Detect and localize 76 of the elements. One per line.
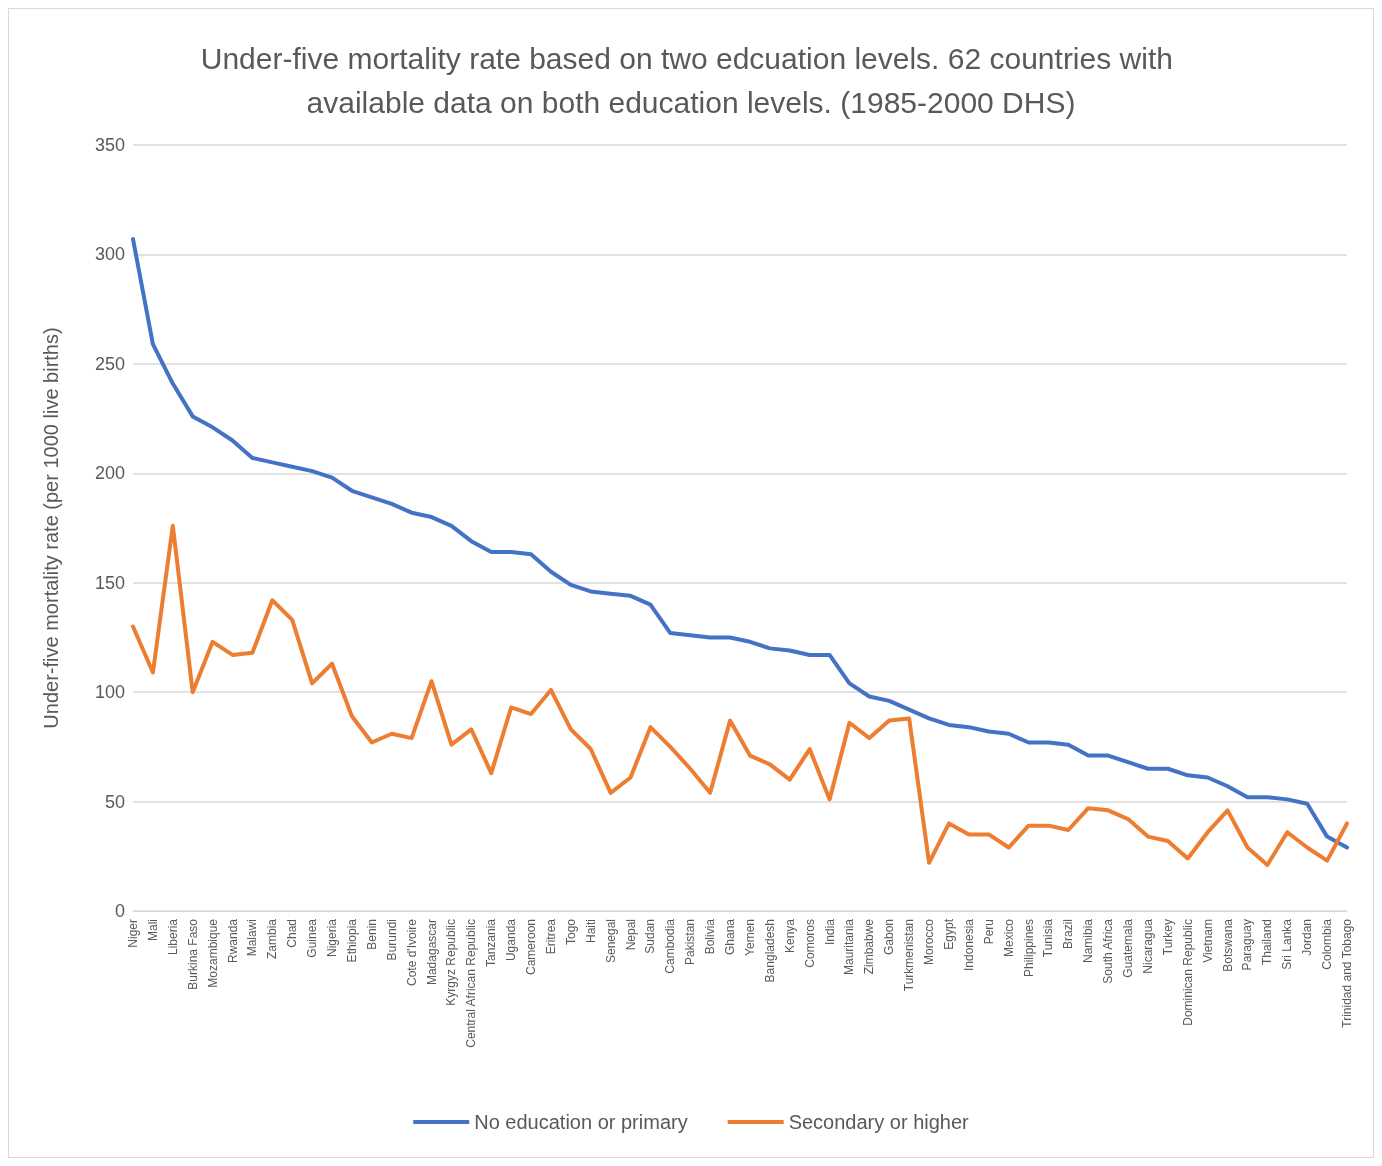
y-tick-label: 250 <box>94 353 125 374</box>
line-series <box>131 523 1349 868</box>
x-tick-label: Guinea <box>305 918 320 958</box>
chart-title: Under-five mortality rate based on two edcuation levels. 62 countries with available data on both education levels. (1985-2000 DHS) <box>200 41 1182 119</box>
x-tick-label: Eritrea <box>543 918 558 955</box>
x-tick-label: Zambia <box>265 918 280 960</box>
x-tick-label: Zimbabwe <box>862 918 877 975</box>
x-tick-label: Peru <box>981 919 996 945</box>
x-tick-label: Comoros <box>802 919 817 968</box>
x-tick-label: Egypt <box>941 918 956 950</box>
x-tick-label: Guatemala <box>1121 918 1136 978</box>
y-tick-label: 0 <box>114 901 125 921</box>
x-tick-label: Cameroon <box>524 919 539 976</box>
x-tick-label: Burkina Faso <box>185 918 200 990</box>
x-tick-label: Uganda <box>504 918 519 962</box>
x-tick-label: Yemen <box>742 919 757 956</box>
x-tick-label: Madagascar <box>424 919 439 986</box>
x-tick-label: South Africa <box>1101 918 1116 984</box>
x-tick-label: Turkmenistan <box>902 919 917 992</box>
x-tick-label: Mauritania <box>842 918 857 976</box>
x-tick-label: Rwanda <box>225 918 240 964</box>
x-tick-label: Vietnam <box>1200 919 1215 963</box>
y-tick-label: 350 <box>94 135 125 155</box>
x-tick-label: Morocco <box>922 918 937 966</box>
x-tick-label: Burundi <box>384 919 399 961</box>
x-tick-label: Liberia <box>165 918 180 956</box>
x-tick-label: Trinidad and Tobago <box>1340 918 1354 1028</box>
x-tick-label: Philippines <box>1021 919 1036 978</box>
x-tick-label: Turkey <box>1160 919 1175 956</box>
x-tick-label: Colombia <box>1320 918 1335 970</box>
x-tick-label: Central African Republic <box>464 919 479 1048</box>
x-tick-label: Nigeria <box>325 918 340 958</box>
x-tick-label: Sri Lanka <box>1280 918 1295 970</box>
x-tick-label: Indonesia <box>961 918 976 972</box>
legend-label: No education or primary <box>474 1111 688 1133</box>
x-tick-label: Nepal <box>623 919 638 951</box>
x-tick-label: Niger <box>126 919 140 948</box>
x-tick-label: Ethiopia <box>344 918 359 963</box>
x-tick-label: Ghana <box>723 918 738 956</box>
x-tick-label: Nicaragua <box>1140 918 1155 974</box>
x-tick-label: Togo <box>563 918 578 946</box>
x-tick-label: Gabon <box>882 919 897 956</box>
y-axis-title: Under-five mortality rate (per 1000 live births) <box>40 327 62 729</box>
y-tick-label: 150 <box>94 572 125 593</box>
x-tick-label: Cote d'Ivoire <box>404 918 419 986</box>
x-tick-label: Namibia <box>1081 918 1096 964</box>
x-tick-label: Chad <box>285 919 300 948</box>
x-tick-label: Cambodia <box>663 918 678 974</box>
y-tick-label: 300 <box>94 244 125 265</box>
x-tick-label: Malawi <box>245 919 260 957</box>
x-tick-label: Kyrgyz Republic <box>444 919 459 1006</box>
x-tick-label: Thailand <box>1260 919 1275 966</box>
x-tick-label: Kenya <box>782 918 797 954</box>
x-tick-label: Mexico <box>1001 918 1016 958</box>
y-tick-label: 200 <box>94 463 125 484</box>
line-series <box>131 237 1349 850</box>
x-tick-label: Dominican Republic <box>1180 919 1195 1026</box>
x-tick-label: Tunisia <box>1041 918 1056 958</box>
x-tick-label: Paraguay <box>1240 919 1255 971</box>
x-tick-label: Bangladesh <box>762 919 777 983</box>
x-tick-label: Haiti <box>583 919 598 944</box>
x-tick-label: Jordan <box>1300 919 1315 956</box>
y-tick-label: 100 <box>94 682 125 703</box>
x-tick-label: Bolivia <box>703 918 718 955</box>
x-tick-label: Mali <box>145 919 160 942</box>
x-tick-label: Pakistan <box>683 919 698 966</box>
x-tick-label: Senegal <box>603 919 618 964</box>
x-tick-label: Tanzania <box>484 918 499 968</box>
x-tick-label: Benin <box>364 919 379 950</box>
x-tick-label: Sudan <box>643 919 658 954</box>
x-tick-label: Brazil <box>1061 919 1076 950</box>
legend-label: Secondary or higher <box>788 1111 970 1133</box>
x-tick-label: Botswana <box>1220 918 1235 972</box>
x-tick-label: Mozambique <box>205 918 220 988</box>
y-tick-label: 50 <box>104 791 125 812</box>
x-tick-label: India <box>822 918 837 946</box>
